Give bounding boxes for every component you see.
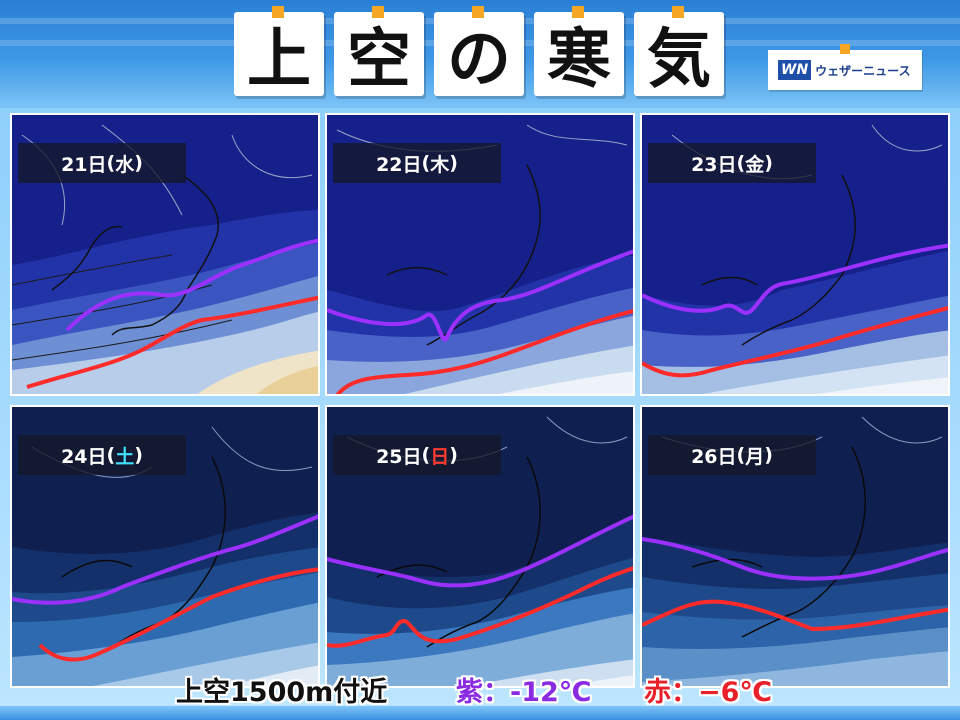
temperature-map: [12, 115, 318, 394]
map-panel-26: 26日(月): [640, 405, 950, 688]
date-label: 25日(日): [333, 435, 501, 475]
date-weekday: 水: [115, 153, 135, 176]
date-day: 26日: [691, 445, 737, 468]
date-weekday: 日: [430, 445, 450, 468]
logo-mark: WN: [778, 60, 812, 80]
map-panel-21: 21日(水): [10, 113, 320, 396]
date-day: 24日: [61, 445, 107, 468]
page-title: 上 空 の 寒 気: [234, 6, 724, 98]
date-label: 21日(水): [18, 143, 186, 183]
title-char-tile: 寒: [534, 6, 624, 97]
map-panel-25: 25日(日): [325, 405, 635, 688]
map-panel-24: 24日(土): [10, 405, 320, 688]
title-char-tile: の: [434, 6, 524, 97]
date-weekday: 月: [745, 445, 765, 468]
map-panel-23: 23日(金): [640, 113, 950, 396]
title-char: の: [447, 23, 511, 97]
temperature-map: [642, 115, 948, 394]
title-char-tile: 上: [234, 6, 324, 97]
date-day: 21日: [61, 153, 107, 176]
date-label: 22日(木): [333, 143, 501, 183]
date-label: 24日(土): [18, 435, 186, 475]
date-day: 22日: [376, 153, 422, 176]
date-label: 23日(金): [648, 143, 816, 183]
title-char: 気: [647, 23, 711, 97]
date-label: 26日(月): [648, 435, 816, 475]
logo-text: ウェザーニュース: [815, 63, 911, 78]
title-char: 寒: [547, 23, 611, 97]
legend-level: 上空1500m付近: [176, 677, 388, 708]
legend-purple-line: 紫：-12℃: [456, 677, 592, 708]
date-weekday: 木: [430, 153, 450, 176]
map-panel-22: 22日(木): [325, 113, 635, 396]
title-char: 上: [247, 23, 311, 97]
date-weekday: 土: [115, 445, 135, 468]
legend-red-line: 赤：−6℃: [644, 677, 773, 708]
title-char: 空: [347, 23, 411, 97]
weathernews-logo: WN ウェザーニュース: [768, 44, 922, 90]
title-char-tile: 空: [334, 6, 424, 97]
legend: 上空1500m付近 紫：-12℃ 赤：−6℃: [0, 668, 960, 708]
date-day: 23日: [691, 153, 737, 176]
title-char-tile: 気: [634, 6, 724, 97]
footer-strip: [0, 706, 960, 720]
date-weekday: 金: [745, 153, 765, 176]
date-day: 25日: [376, 445, 422, 468]
